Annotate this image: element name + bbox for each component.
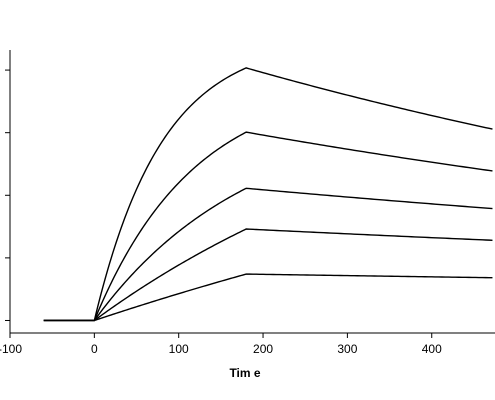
series-line-5 [43, 273, 493, 322]
series-line-1 [43, 67, 493, 322]
series-lines [43, 67, 493, 322]
x-tick-label: 0 [91, 342, 98, 356]
x-axis-title: Tim e [229, 366, 260, 380]
x-tick-label: 200 [253, 342, 273, 356]
x-tick-label: 100 [169, 342, 189, 356]
x-tick-label: -100 [0, 342, 22, 356]
series-line-3 [43, 187, 493, 322]
series-line-4 [43, 228, 493, 322]
axes: -100 0 100 200 300 400 [0, 50, 495, 356]
x-tick-label: 300 [337, 342, 357, 356]
series-line-2 [43, 131, 493, 322]
x-tick-label: 400 [422, 342, 442, 356]
